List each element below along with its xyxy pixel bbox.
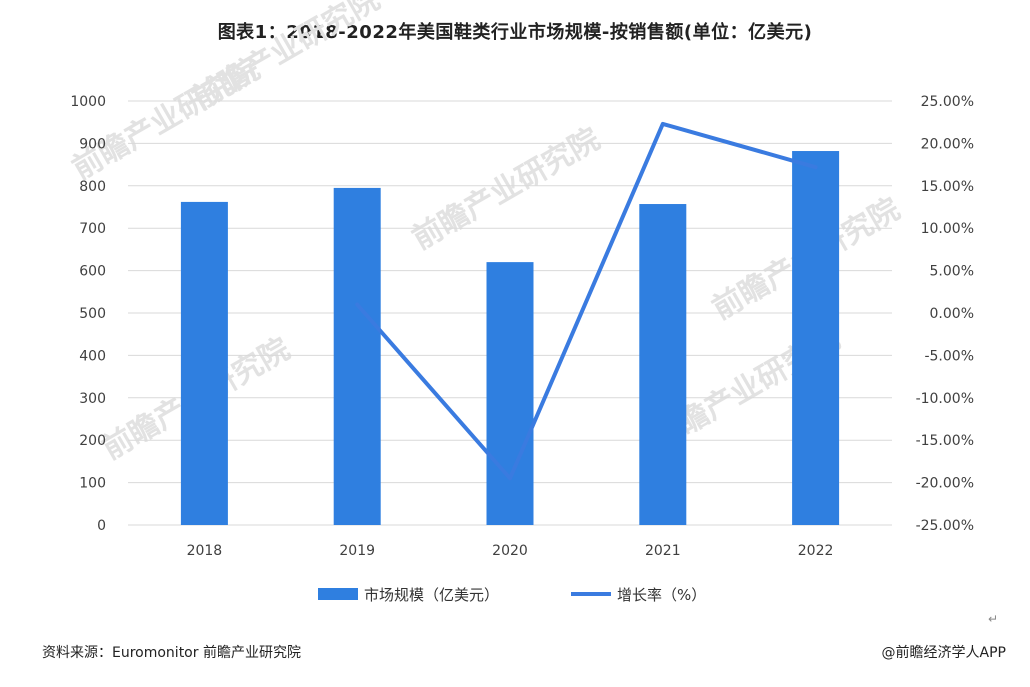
left-tick-label: 500 bbox=[79, 306, 106, 322]
x-tick-label: 2019 bbox=[339, 543, 375, 559]
line-series bbox=[355, 121, 818, 481]
watermark-text: 前瞻产业研究院 bbox=[187, 0, 386, 117]
left-tick-label: 0 bbox=[97, 518, 106, 534]
legend: 市场规模（亿美元） 增长率（%） bbox=[318, 586, 706, 604]
left-tick-label: 800 bbox=[79, 179, 106, 195]
right-tick-label: -5.00% bbox=[924, 348, 974, 364]
right-tick-label: -15.00% bbox=[916, 433, 974, 449]
right-tick-label: 5.00% bbox=[930, 264, 974, 280]
right-tick-label: -20.00% bbox=[916, 476, 974, 492]
right-axis-ticks: -25.00% -20.00% -15.00% -10.00% -5.00% 0.00% 5… bbox=[916, 94, 974, 534]
right-tick-label: -10.00% bbox=[916, 391, 974, 407]
x-tick-label: 2018 bbox=[187, 543, 223, 559]
right-tick-label: 10.00% bbox=[921, 221, 974, 237]
brand-note: @前瞻经济学人APP bbox=[881, 645, 1006, 661]
right-tick-label: 0.00% bbox=[930, 306, 974, 322]
left-tick-label: 200 bbox=[79, 433, 106, 449]
right-tick-label: 20.00% bbox=[921, 136, 974, 152]
bar-2020 bbox=[486, 262, 534, 525]
legend-label-bar: 市场规模（亿美元） bbox=[364, 586, 499, 604]
left-tick-label: 100 bbox=[79, 476, 106, 492]
legend-label-line: 增长率（%） bbox=[617, 586, 706, 604]
right-tick-label: 15.00% bbox=[921, 179, 974, 195]
bar-series bbox=[180, 151, 840, 526]
x-tick-label: 2021 bbox=[645, 543, 681, 559]
left-tick-label: 600 bbox=[79, 264, 106, 280]
right-tick-label: -25.00% bbox=[916, 518, 974, 534]
left-tick-label: 700 bbox=[79, 221, 106, 237]
left-tick-label: 900 bbox=[79, 136, 106, 152]
source-note: 资料来源：Euromonitor 前瞻产业研究院 bbox=[42, 645, 301, 661]
right-tick-label: 25.00% bbox=[921, 94, 974, 110]
x-axis-ticks: 2018 2019 2020 2021 2022 bbox=[187, 543, 834, 559]
chart-title: 图表1：2018-2022年美国鞋类行业市场规模-按销售额(单位：亿美元) bbox=[217, 22, 813, 43]
left-tick-label: 400 bbox=[79, 348, 106, 364]
growth-rate-line bbox=[355, 121, 818, 481]
return-mark: ↵ bbox=[988, 612, 999, 626]
bar-2018 bbox=[180, 201, 228, 526]
x-tick-label: 2020 bbox=[492, 543, 528, 559]
legend-swatch-bar bbox=[318, 588, 358, 600]
bar-2019 bbox=[333, 187, 381, 526]
bar-2021 bbox=[639, 204, 687, 526]
left-axis-ticks: 0 100 200 300 400 500 600 700 800 900 1000 bbox=[70, 94, 106, 534]
bar-2022 bbox=[792, 151, 840, 526]
left-tick-label: 300 bbox=[79, 391, 106, 407]
left-tick-label: 1000 bbox=[70, 94, 106, 110]
x-tick-label: 2022 bbox=[798, 543, 834, 559]
watermark-text: 前瞻产业研究院 bbox=[407, 122, 606, 257]
